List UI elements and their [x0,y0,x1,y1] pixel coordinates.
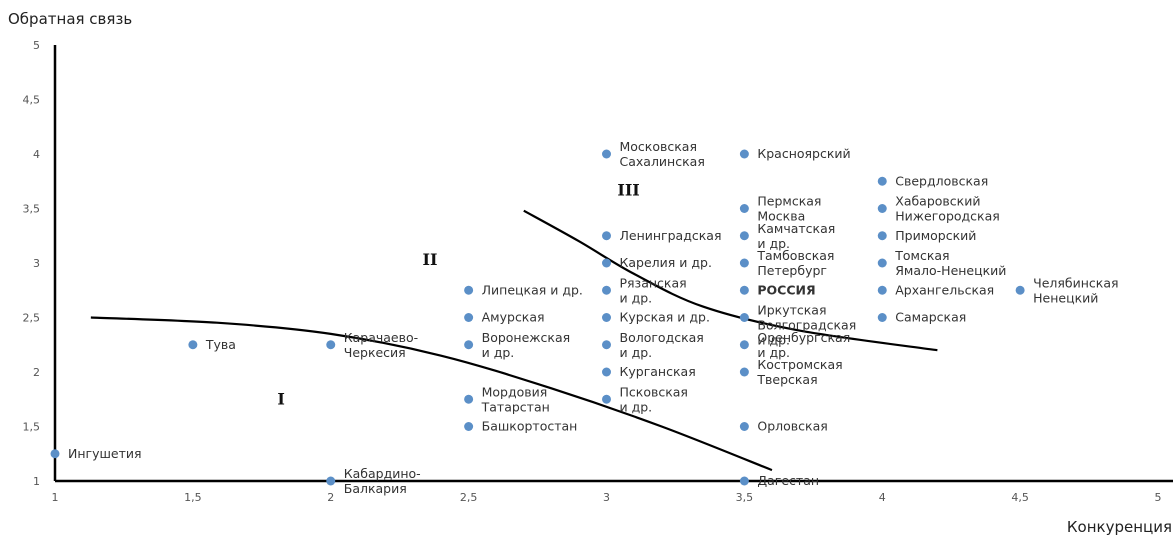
y-tick-label: 4,5 [23,94,41,107]
data-point [877,313,887,322]
y-tick-label: 1,5 [23,421,41,434]
y-tick-label: 5 [33,39,40,52]
data-point [739,340,749,350]
data-point-label: Башкортостан [482,419,578,434]
x-tick-label: 1,5 [184,491,202,504]
data-point-label: Хабаровский Нижегородская [895,194,1000,224]
data-point [602,258,611,268]
y-tick-label: 1 [33,475,40,488]
data-point [877,204,887,213]
data-point-label: Томская Ямало-Ненецкий [894,248,1006,278]
y-tick-label: 2 [33,366,40,379]
data-point [739,476,749,486]
data-point-label: Пермская Москва [757,194,821,224]
data-point-label: Кабардино-Балкария [344,466,421,496]
data-point-label: Липецкая и др. [482,282,583,297]
data-point-label: Орловская [757,419,827,434]
data-point-label: Тамбовская Петербург [756,248,834,278]
region-label: I [277,390,284,409]
data-point [602,367,611,377]
data-point [464,422,474,431]
data-point [602,149,611,159]
data-point-label: Амурская [482,310,545,325]
data-point-label: РОССИЯ [757,282,815,297]
data-point [602,394,611,404]
data-point-label: Тува [205,337,236,352]
data-point-label: Архангельская [895,282,994,297]
x-tick-label: 4,5 [1011,491,1029,504]
data-point [602,313,611,322]
data-point-label: Челябинская Ненецкий [1033,275,1118,305]
data-point-label: Камчатская и др. [757,221,835,251]
data-point-label: Ленинградская [620,228,722,243]
region-label: III [617,180,639,199]
data-point-label: Иркутская Волгоградская и др. [757,303,856,348]
x-tick-label: 2 [327,491,334,504]
data-point-label: Свердловская [895,173,988,188]
data-point-label: Курганская [620,364,696,379]
data-point-label: Костромская Тверская [756,357,842,387]
x-axis-title: Конкуренция [1066,518,1172,536]
data-point [188,340,198,350]
data-point-label: Карачаево-Черкесия [344,330,418,360]
y-tick-label: 2,5 [23,312,41,325]
y-tick-label: 4 [33,148,40,161]
x-tick-label: 1 [52,491,59,504]
data-point-label: Ингушетия [68,446,142,461]
x-tick-label: 3 [603,491,610,504]
data-point-label: Красноярский [757,146,850,161]
data-point [739,204,749,213]
boundary-curve-1 [90,316,773,472]
data-point-label: Приморский [895,228,976,243]
data-point-label: Московская Сахалинская [620,139,705,169]
data-point-label: Оренбургская и др. [757,330,850,360]
data-point [739,258,749,268]
y-tick-label: 3 [33,257,40,270]
data-point-label: Дагестан [757,473,819,488]
data-point [464,285,474,295]
data-point-label: Курская и др. [620,310,710,325]
data-point-label: Вологодская и др. [620,330,704,360]
data-point [739,367,749,377]
region-label: II [423,250,438,269]
data-point [877,176,887,186]
data-point [739,149,749,159]
data-point [877,258,887,268]
data-point-label: Воронежская и др. [482,330,571,360]
x-tick-label: 3,5 [736,491,754,504]
data-point [602,340,611,350]
x-tick-label: 2,5 [460,491,478,504]
y-tick-label: 3,5 [23,203,41,216]
data-point-label: Псковская и др. [620,384,688,414]
data-point [739,422,749,431]
data-point [602,231,611,241]
data-point [739,313,749,322]
data-point-label: Рязанская и др. [620,275,687,305]
data-point [602,285,611,295]
data-point-label: Карелия и др. [620,255,712,270]
data-point-label: Мордовия Татарстан [481,384,550,414]
data-point [464,313,474,322]
data-point [739,231,749,241]
data-point [1015,285,1025,295]
data-point [877,285,887,295]
data-point [464,340,474,350]
x-tick-label: 4 [879,491,886,504]
data-point [326,340,336,350]
data-point [464,394,474,404]
boundary-curve-2 [523,209,938,352]
data-point [326,476,336,486]
data-point [739,285,749,295]
data-point-label: Самарская [895,310,966,325]
y-axis-title: Обратная связь [8,10,133,28]
data-point [50,449,60,459]
data-point [877,231,887,241]
x-tick-label: 5 [1155,491,1162,504]
